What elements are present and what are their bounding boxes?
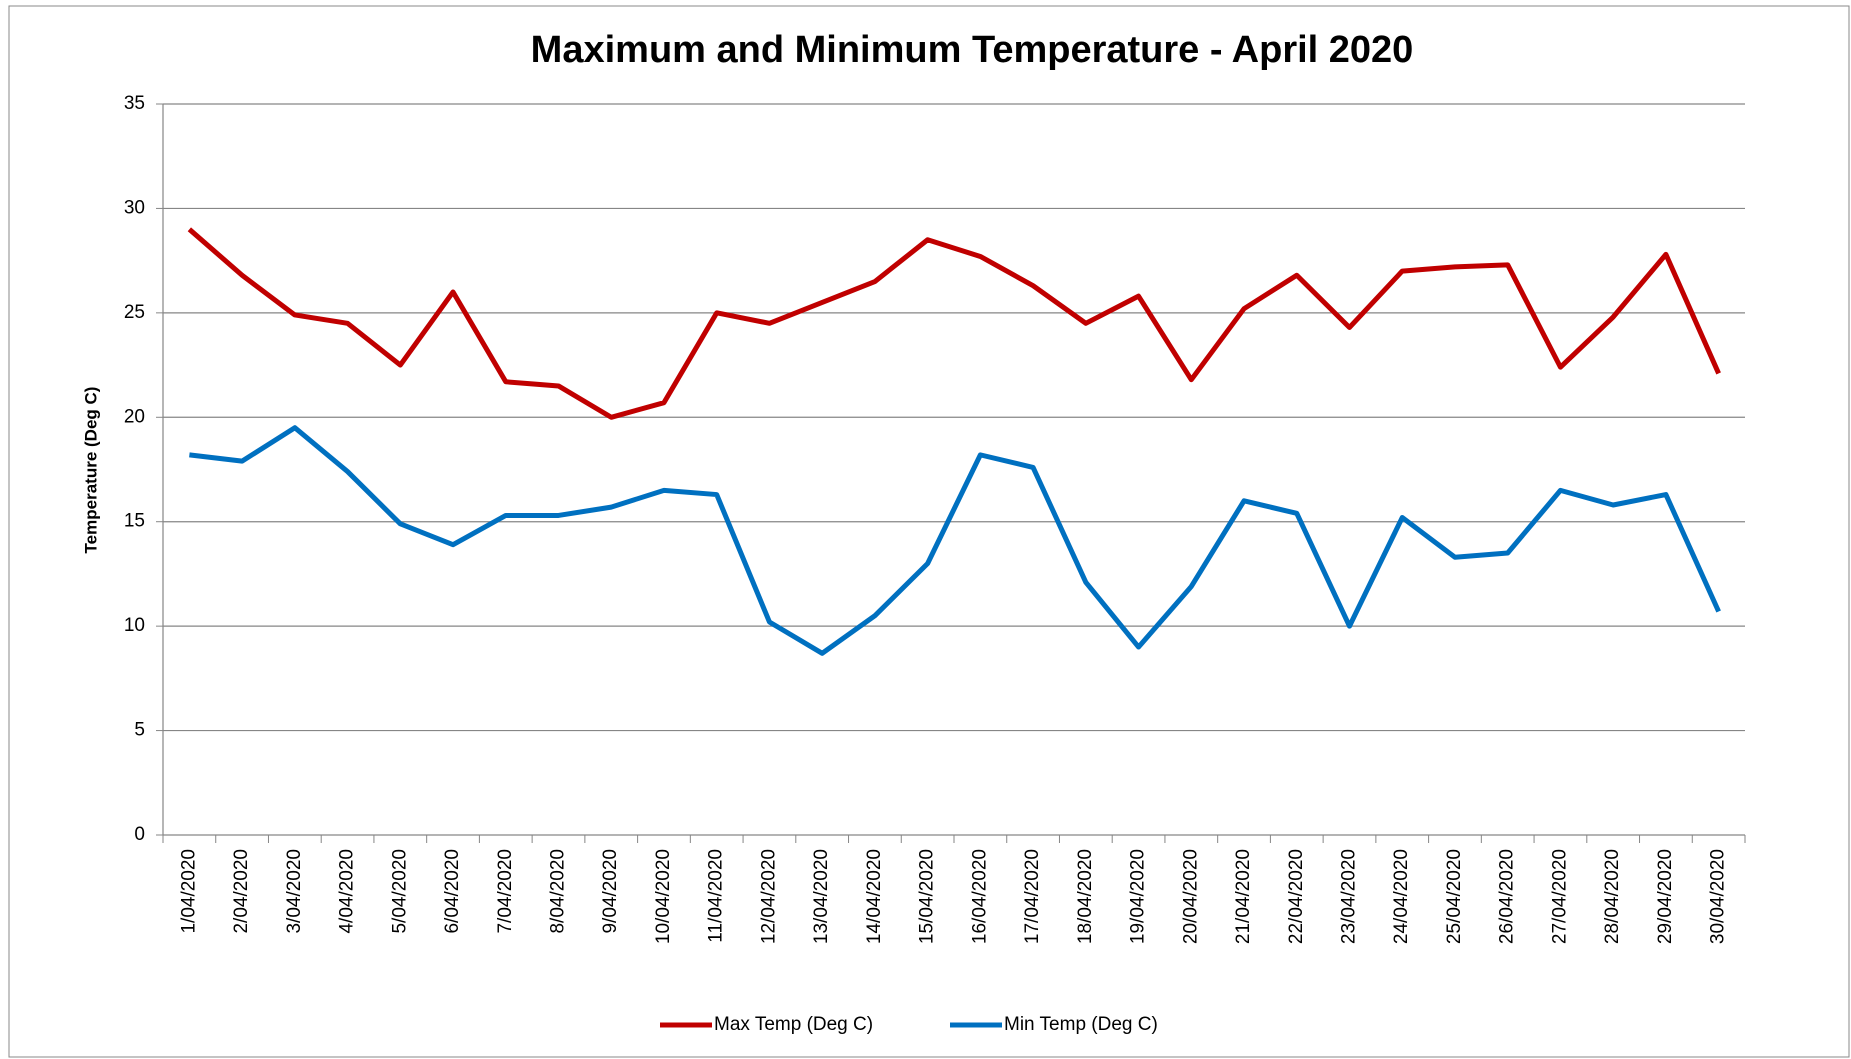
x-tick-label: 12/04/2020 [758, 849, 779, 944]
x-tick-label: 9/04/2020 [600, 849, 621, 934]
y-tick-label: 35 [124, 93, 145, 114]
y-tick-label: 30 [124, 197, 145, 218]
y-tick-label: 20 [124, 406, 145, 427]
x-tick-label: 2/04/2020 [231, 849, 252, 934]
x-tick-label: 3/04/2020 [284, 849, 305, 934]
x-tick-label: 18/04/2020 [1075, 849, 1096, 944]
x-tick-label: 4/04/2020 [337, 849, 358, 934]
x-tick-label: 8/04/2020 [548, 849, 569, 934]
x-tick-label: 16/04/2020 [969, 849, 990, 944]
y-tick-label: 5 [134, 720, 145, 741]
chart-title: Maximum and Minimum Temperature - April … [531, 29, 1414, 71]
series-line [187, 227, 1721, 420]
x-tick-label: 6/04/2020 [442, 849, 463, 934]
x-tick-label: 15/04/2020 [917, 849, 938, 944]
legend-label: Max Temp (Deg C) [714, 1014, 873, 1035]
x-tick-label: 27/04/2020 [1549, 849, 1570, 944]
y-tick-label: 0 [134, 824, 145, 845]
x-tick-label: 26/04/2020 [1497, 849, 1518, 944]
y-tick-label: 25 [124, 302, 145, 323]
x-tick-label: 13/04/2020 [811, 849, 832, 944]
x-tick-label: 5/04/2020 [389, 849, 410, 934]
x-tick-label: 11/04/2020 [706, 849, 727, 943]
legend-label: Min Temp (Deg C) [1004, 1014, 1158, 1035]
series-line [189, 425, 1721, 656]
x-tick-label: 21/04/2020 [1233, 849, 1254, 944]
y-tick-label: 10 [124, 615, 145, 636]
x-tick-label: 23/04/2020 [1339, 849, 1360, 944]
x-tick-label: 25/04/2020 [1444, 849, 1465, 944]
x-tick-label: 28/04/2020 [1602, 849, 1623, 944]
x-tick-label: 30/04/2020 [1708, 849, 1729, 944]
x-tick-label: 17/04/2020 [1022, 849, 1043, 944]
x-tick-label: 7/04/2020 [495, 849, 516, 934]
x-tick-label: 14/04/2020 [864, 849, 885, 944]
x-tick-label: 29/04/2020 [1655, 849, 1676, 944]
y-tick-label: 15 [124, 511, 145, 532]
x-tick-label: 24/04/2020 [1391, 849, 1412, 944]
x-tick-label: 20/04/2020 [1180, 849, 1201, 944]
chart-frame [8, 5, 1850, 1058]
x-tick-label: 19/04/2020 [1128, 849, 1149, 944]
x-tick-label: 22/04/2020 [1286, 849, 1307, 944]
x-tick-label: 1/04/2020 [178, 849, 199, 934]
y-axis-label: Temperature (Deg C) [81, 387, 100, 554]
x-tick-label: 10/04/2020 [653, 849, 674, 944]
